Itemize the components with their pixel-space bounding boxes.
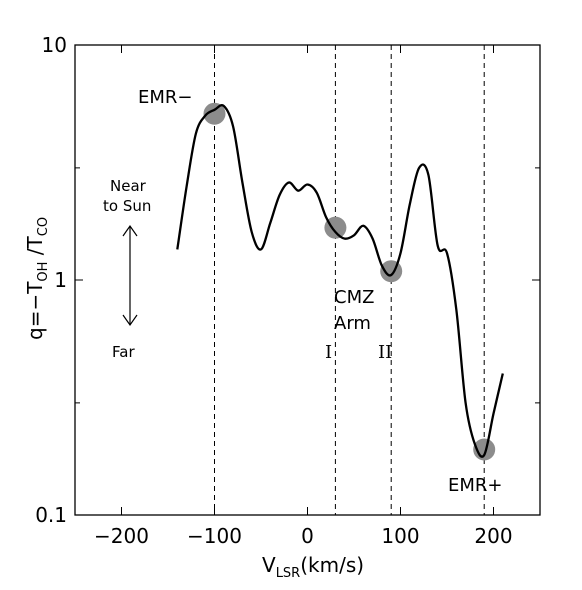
x-axis-label-main: V [262,553,276,577]
y-axis-label-sub2: CO [36,217,51,236]
x-tick-label: 200 [474,524,512,548]
annotation-near-line2: to Sun [103,197,151,215]
x-tick-label: −100 [187,524,242,548]
y-axis-label-sub1: OH [36,262,51,282]
annotation-arm: Arm [334,313,371,334]
plot-frame [74,44,541,516]
marker-point [203,102,226,125]
x-tick-label: 0 [301,524,314,548]
annotation-arm-ii: II [378,342,392,363]
y-tick-label: 0.1 [35,503,67,527]
x-tick-label: 100 [381,524,419,548]
x-axis-label-unit: (km/s) [300,553,364,577]
y-axis-label-mid: /T [23,235,47,261]
series-line [176,104,504,458]
y-axis-label-q: q=−T [23,281,47,340]
annotation-cmz: CMZ [334,287,374,308]
y-axis-label: q=−TOH /TCO [23,217,51,340]
y-tick-label: 1 [54,268,67,292]
near-far-arrow [122,224,138,327]
y-tick-labels: 0.1 1 10 [35,33,67,527]
x-tick-labels: −200 −100 0 100 200 [94,524,513,548]
marker-point [380,260,403,283]
annotation-near-line1: Near [110,177,147,195]
x-axis-label-sub: LSR [276,566,301,581]
annotation-far: Far [112,343,135,361]
x-tick-label: −200 [94,524,149,548]
annotation-emr-plus: EMR+ [448,475,503,496]
axis-ticks [75,44,540,516]
y-tick-label: 10 [42,33,67,57]
x-axis-label: VLSR(km/s) [262,553,364,581]
annotation-arm-i: I [325,342,332,363]
dashed-reference-lines [214,45,485,515]
annotation-emr-minus: EMR− [138,87,193,108]
